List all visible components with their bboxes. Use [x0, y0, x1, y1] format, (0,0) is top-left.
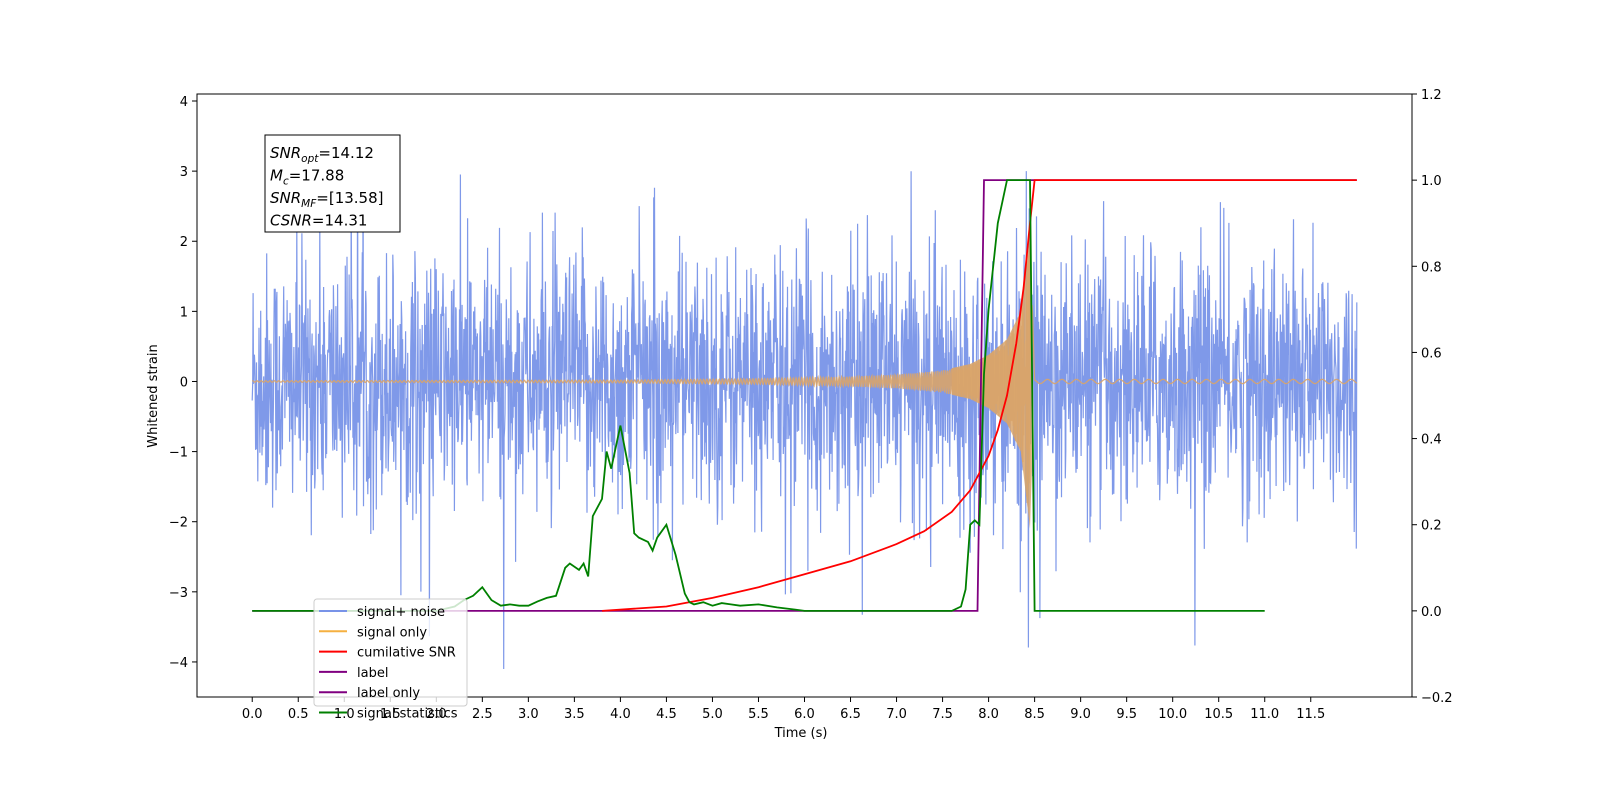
y2-tick-label: 0.4 — [1421, 433, 1442, 448]
legend-label: signal+ noise — [357, 605, 445, 620]
annotation-frame — [264, 134, 401, 233]
y-axis-ticks: 4 3 2 1 0 −1 −2 −3 −4 — [169, 95, 197, 671]
y-tick-label: −2 — [169, 516, 188, 531]
x-axis-title: Time (s) — [774, 726, 828, 741]
y2-tick-label: 1.0 — [1421, 174, 1442, 189]
y2-tick-label: 0.6 — [1421, 346, 1442, 361]
legend: signal+ noise signal only cumilative SNR la… — [313, 598, 468, 722]
series-signal-only-envelope — [951, 234, 1032, 529]
y2-tick-label: −0.2 — [1421, 691, 1453, 706]
x-tick-label: 1.5 — [380, 707, 401, 722]
y2-tick-label: 0.2 — [1421, 519, 1442, 534]
series-signal-noise-line — [251, 140, 1358, 670]
legend-label: label — [357, 666, 388, 681]
legend-label: signal only — [357, 625, 427, 640]
x-tick-label: 9.5 — [1116, 707, 1137, 722]
x-tick-label: 9.0 — [1070, 707, 1091, 722]
x-tick-label: 11.0 — [1250, 707, 1279, 722]
y2-tick-label: 0.8 — [1421, 260, 1442, 275]
annotation-line: CSNR=14.31 — [270, 212, 367, 230]
x-tick-label: 3.5 — [564, 707, 585, 722]
legend-label: label only — [357, 686, 420, 701]
y-axis-title: Whitened strain — [146, 344, 161, 447]
x-axis-ticks: 0.0 0.5 1.0 1.5 2.0 2.5 3.0 3.5 4.0 4.5 5.0 5.5 6.0 6… — [242, 697, 1325, 722]
plot-area — [251, 140, 1358, 670]
x-tick-label: 11.5 — [1296, 707, 1325, 722]
series-signal-only-line — [252, 255, 1358, 504]
x-tick-label: 3.0 — [518, 707, 539, 722]
y-tick-label: 1 — [180, 305, 188, 320]
x-tick-label: 2.0 — [426, 707, 447, 722]
x-tick-label: 8.0 — [978, 707, 999, 722]
x-tick-label: 5.0 — [702, 707, 723, 722]
legend-frame — [313, 598, 468, 707]
annotation-line: SNRopt=14.12 — [270, 144, 374, 165]
x-tick-label: 0.0 — [242, 707, 263, 722]
y-tick-label: −4 — [169, 656, 188, 671]
series-signal-statistics-line — [252, 179, 1265, 612]
x-tick-label: 6.5 — [840, 707, 861, 722]
y-tick-label: −1 — [169, 446, 188, 461]
x-tick-label: 0.5 — [288, 707, 309, 722]
series-cumulative-snr-line — [601, 179, 1357, 612]
x-tick-label: 10.5 — [1204, 707, 1233, 722]
x-tick-label: 2.5 — [472, 707, 493, 722]
x-tick-label: 5.5 — [748, 707, 769, 722]
y2-tick-label: 1.2 — [1421, 88, 1442, 103]
y2-axis-ticks: 1.2 1.0 0.8 0.6 0.4 0.2 0.0 −0.2 — [1412, 88, 1453, 706]
x-tick-label: 4.0 — [610, 707, 631, 722]
x-tick-label: 7.5 — [932, 707, 953, 722]
x-tick-label: 6.0 — [794, 707, 815, 722]
x-tick-label: 7.0 — [886, 707, 907, 722]
y-tick-label: 0 — [180, 375, 188, 390]
x-tick-label: 4.5 — [656, 707, 677, 722]
annotation-line: SNRMF=[13.58] — [270, 189, 384, 210]
annotation-line: Mc=17.88 — [270, 167, 344, 188]
y-tick-label: 4 — [180, 95, 188, 110]
y2-tick-label: 0.0 — [1421, 605, 1442, 620]
x-tick-label: 1.0 — [334, 707, 355, 722]
x-tick-label: 8.5 — [1024, 707, 1045, 722]
y-tick-label: 3 — [180, 165, 188, 180]
legend-label: cumilative SNR — [357, 646, 456, 661]
y-tick-label: −3 — [169, 586, 188, 601]
x-tick-label: 10.0 — [1158, 707, 1187, 722]
y-tick-label: 2 — [180, 235, 188, 250]
legend-label: signal statistics — [357, 707, 458, 722]
